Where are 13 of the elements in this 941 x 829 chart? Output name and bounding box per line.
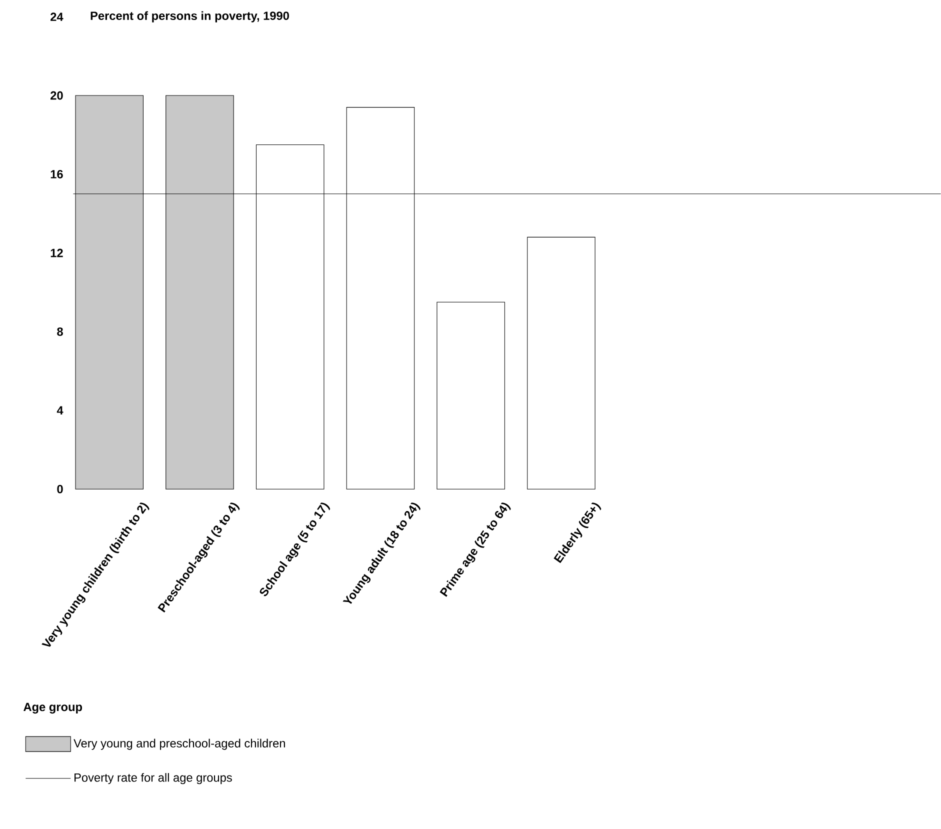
- legend-label: Poverty rate for all age groups: [74, 773, 232, 784]
- y-tick-label: 20: [50, 91, 63, 100]
- y-tick-label: 24: [50, 12, 64, 21]
- y-tick-label: 4: [56, 406, 64, 414]
- y-tick-label: 0: [57, 484, 63, 494]
- y-tick-label: 16: [50, 170, 63, 178]
- y-tick-label: 12: [50, 248, 63, 258]
- legend-label: Very young and preschool-aged children: [74, 738, 285, 750]
- bar: [527, 236, 596, 490]
- bar: [436, 302, 505, 490]
- x-axis-title: Age group: [24, 702, 82, 714]
- y-tick-label: 8: [57, 327, 63, 336]
- chart-title: Percent of persons in poverty, 1990: [90, 11, 289, 22]
